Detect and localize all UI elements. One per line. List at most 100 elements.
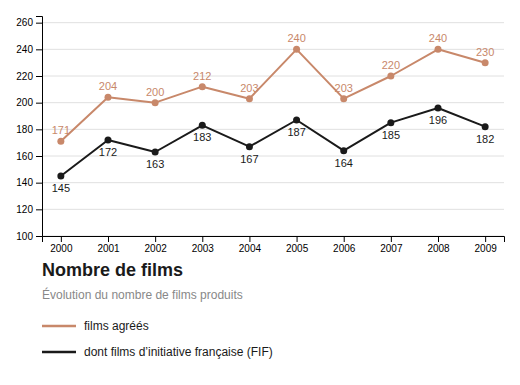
x-tick-label: 2005 — [286, 243, 309, 254]
x-tick-label: 2007 — [380, 243, 403, 254]
chart-container: 2000 2001 2002 2003 2004 2005 2006 2007 2008 2009… — [0, 0, 520, 385]
grid — [42, 23, 504, 236]
x-tick-mark — [155, 236, 156, 242]
point — [57, 138, 64, 145]
x-axis: 2000 2001 2002 2003 2004 2005 2006 2007 2008 2009 — [43, 236, 505, 254]
y-tick-label: 240 — [16, 44, 33, 55]
data-label: 203 — [240, 82, 258, 94]
x-tick: 2000 — [50, 236, 73, 254]
y-axis: 100 120 140 160 180 200 220 240 260 — [16, 17, 42, 242]
x-tick-label: 2004 — [239, 243, 262, 254]
point — [152, 99, 159, 106]
point — [199, 83, 206, 90]
y-tick-mark — [36, 76, 42, 77]
point — [152, 149, 159, 156]
y-tick-mark — [36, 103, 42, 104]
y-tick: 200 — [16, 97, 42, 108]
x-tick-mark — [344, 236, 345, 242]
legend-swatch — [42, 325, 76, 328]
y-tick: 100 — [16, 231, 42, 242]
x-tick-mark — [202, 236, 203, 242]
data-label: 200 — [146, 86, 164, 98]
y-tick-label: 220 — [16, 71, 33, 82]
y-tick: 140 — [16, 177, 42, 188]
legend-swatch — [42, 351, 76, 354]
y-tick-mark — [36, 209, 42, 210]
legend-label: dont films d’initiative française (FIF) — [84, 345, 273, 359]
data-label: 164 — [335, 157, 353, 169]
plot-area — [57, 46, 488, 180]
data-label: 172 — [99, 146, 117, 158]
x-tick: 2006 — [333, 236, 356, 254]
data-label: 182 — [476, 133, 494, 145]
data-label: 203 — [335, 82, 353, 94]
point — [482, 59, 489, 66]
x-tick: 2005 — [286, 236, 309, 254]
y-tick-mark — [36, 23, 42, 24]
y-tick-label: 160 — [16, 151, 33, 162]
data-label: 167 — [240, 153, 258, 165]
data-label: 220 — [382, 59, 400, 71]
x-tick-mark — [61, 236, 62, 242]
y-tick: 240 — [16, 44, 42, 55]
y-tick-label: 260 — [16, 17, 33, 28]
x-tick: 2004 — [239, 236, 262, 254]
x-tick-mark — [485, 236, 486, 242]
y-tick: 220 — [16, 71, 42, 82]
point — [105, 137, 112, 144]
point — [387, 73, 394, 80]
data-label: 185 — [382, 129, 400, 141]
point — [435, 105, 442, 112]
y-tick-label: 180 — [16, 124, 33, 135]
point — [293, 117, 300, 124]
y-tick-label: 100 — [16, 231, 33, 242]
x-axis-line — [43, 237, 505, 243]
x-tick-label: 2008 — [427, 243, 450, 254]
y-tick-label: 140 — [16, 177, 33, 188]
y-tick-mark — [36, 236, 42, 237]
x-tick: 2001 — [97, 236, 120, 254]
subtitle: Évolution du nombre de films produits — [42, 287, 243, 302]
data-label: 230 — [476, 46, 494, 58]
point — [435, 46, 442, 53]
x-tick-label: 2000 — [50, 243, 73, 254]
x-tick-label: 2006 — [333, 243, 356, 254]
x-tick: 2009 — [475, 236, 498, 254]
data-label: 163 — [146, 158, 164, 170]
y-tick: 120 — [16, 204, 42, 215]
point — [246, 95, 253, 102]
grid-line — [42, 76, 504, 77]
y-tick-mark — [36, 156, 42, 157]
grid-line — [42, 209, 504, 210]
x-tick: 2007 — [380, 236, 403, 254]
x-tick: 2002 — [145, 236, 168, 254]
x-tick-mark — [438, 236, 439, 242]
series-line — [61, 49, 485, 141]
data-label: 240 — [287, 32, 305, 44]
x-tick-label: 2003 — [192, 243, 215, 254]
point — [105, 94, 112, 101]
grid-line — [42, 102, 504, 103]
x-tick-mark — [391, 236, 392, 242]
x-tick-label: 2009 — [475, 243, 498, 254]
data-label: 171 — [52, 124, 70, 136]
y-tick: 260 — [16, 17, 42, 28]
x-tick-mark — [108, 236, 109, 242]
legend-label: films agréés — [84, 319, 149, 333]
point — [57, 173, 64, 180]
point — [387, 119, 394, 126]
y-tick-label: 120 — [16, 204, 33, 215]
grid-line — [42, 22, 504, 23]
grid-line — [42, 182, 504, 183]
data-label: 183 — [193, 131, 211, 143]
title: Nombre de films — [42, 260, 183, 280]
legend: films agréés dont films d’initiative fran… — [42, 319, 273, 359]
grid-line — [42, 129, 504, 130]
x-tick-label: 2001 — [97, 243, 120, 254]
x-tick: 2008 — [427, 236, 450, 254]
point — [246, 143, 253, 150]
data-label: 196 — [429, 114, 447, 126]
data-labels: 1712042002122032402032202402301451721631… — [52, 32, 495, 194]
x-tick: 2003 — [192, 236, 215, 254]
y-tick: 160 — [16, 151, 42, 162]
